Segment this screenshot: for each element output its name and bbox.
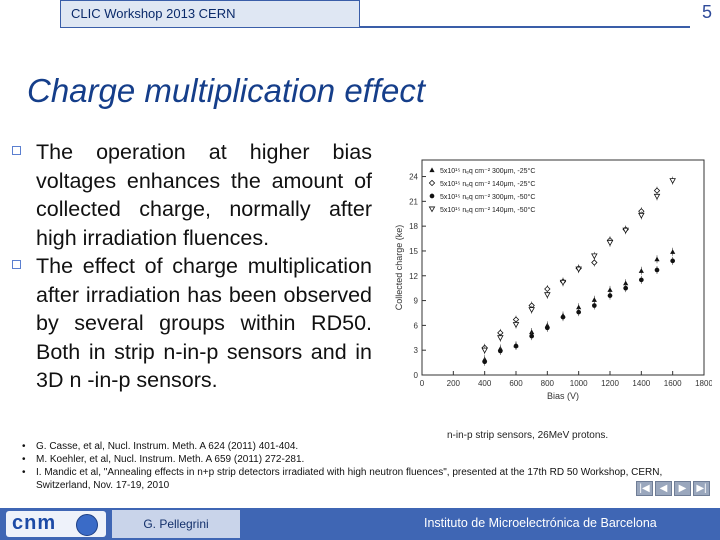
data-point (576, 304, 582, 310)
legend-label: 5x10¹⁵ nₑq cm⁻² 140μm, -25°C (440, 180, 535, 188)
first-slide-icon[interactable]: |◀ (636, 481, 653, 496)
y-tick-label: 6 (414, 321, 419, 330)
data-point (544, 325, 550, 331)
reference-item: • G. Casse, et al, Nucl. Instrum. Meth. A… (22, 441, 299, 452)
data-point (607, 287, 613, 292)
cnm-logo: cnm (6, 511, 106, 537)
bullet-square-icon (12, 260, 21, 269)
data-point (576, 309, 582, 315)
legend-label: 5x10¹⁵ nₑq cm⁻² 300μm, -25°C (440, 167, 535, 175)
data-point (638, 277, 644, 283)
bullet-item: The operation at higher bias voltages en… (12, 138, 372, 252)
data-point (623, 280, 629, 286)
bullet-text: The effect of charge multiplication afte… (36, 254, 372, 392)
legend-label: 5x10¹⁵ nₑq cm⁻² 300μm, -50°C (440, 193, 535, 201)
x-tick-label: 0 (420, 379, 425, 388)
bullet-square-icon (12, 146, 21, 155)
data-point (638, 268, 644, 273)
reference-text: G. Casse, et al, Nucl. Instrum. Meth. A … (36, 441, 299, 452)
data-point (670, 258, 676, 264)
bullet-text: The operation at higher bias voltages en… (36, 140, 372, 250)
legend-marker (429, 167, 435, 173)
y-tick-label: 0 (414, 371, 419, 380)
y-tick-label: 3 (414, 346, 419, 355)
data-point (654, 267, 660, 273)
legend-marker (429, 193, 435, 199)
chart-caption: n-in-p strip sensors, 26MeV protons. (447, 430, 609, 441)
data-point (591, 297, 597, 302)
y-tick-label: 21 (409, 197, 418, 206)
reference-list: • G. Casse, et al, Nucl. Instrum. Meth. A… (20, 440, 710, 492)
header-rule (360, 26, 690, 28)
y-axis-label: Collected charge (ke) (394, 225, 404, 311)
data-point (654, 256, 660, 262)
reference-item: • I. Mandic et al, "Annealing effects in … (22, 467, 663, 491)
plot-frame (421, 159, 705, 376)
x-tick-label: 400 (478, 379, 492, 388)
data-point (591, 303, 597, 308)
data-point (653, 193, 661, 200)
institute-name: Instituto de Microelectrónica de Barcelo… (424, 516, 657, 530)
data-point (559, 279, 567, 286)
bullet-item: The effect of charge multiplication afte… (12, 252, 372, 395)
x-tick-label: 1200 (601, 379, 619, 388)
y-tick-label: 18 (409, 222, 418, 231)
workshop-title: CLIC Workshop 2013 CERN (71, 6, 236, 21)
data-point (497, 335, 504, 342)
data-point (575, 266, 582, 273)
y-tick-label: 15 (409, 247, 418, 256)
page-number: 5 (701, 2, 712, 22)
last-slide-icon[interactable]: ▶| (693, 481, 710, 496)
x-tick-label: 1000 (570, 379, 588, 388)
presenter-name: G. Pellegrini (143, 517, 209, 531)
y-tick-label: 9 (414, 297, 419, 306)
collected-charge-chart: 0 200 400 600 800 1000 1200 1400 1600 1800 0 3 6 9 12 1… (394, 159, 712, 401)
prev-slide-icon[interactable]: ◀ (655, 481, 672, 496)
workshop-header: CLIC Workshop 2013 CERN (60, 0, 360, 28)
y-tick-label: 12 (409, 272, 418, 281)
slide-navigation: |◀ ◀ ▶ ▶| (636, 481, 710, 496)
y-tick-label: 24 (409, 173, 418, 182)
reference-text: I. Mandic et al, "Annealing effects in n… (36, 467, 663, 491)
data-point (638, 212, 645, 219)
x-axis-label: Bias (V) (547, 391, 579, 401)
slide-title: Charge multiplication effect (27, 72, 426, 109)
globe-icon (76, 514, 98, 536)
x-tick-label: 1400 (632, 379, 650, 388)
data-point (560, 314, 566, 320)
data-point (481, 347, 488, 354)
data-point (606, 240, 614, 247)
data-point (591, 259, 598, 266)
legend-marker (428, 179, 436, 187)
reference-text: M. Koehler, et al, Nucl. Instrum. Meth. … (36, 454, 305, 465)
reference-item: • M. Koehler, et al, Nucl. Instrum. Meth.… (22, 454, 305, 465)
data-point (544, 292, 551, 299)
data-point (529, 333, 535, 339)
data-point (670, 249, 676, 254)
data-point (622, 227, 629, 234)
legend-label: 5x10¹⁵ nₑq cm⁻² 140μm, -50°C (440, 206, 535, 214)
logo-text: cnm (12, 512, 57, 534)
data-point (497, 348, 503, 354)
data-point (482, 359, 488, 365)
x-tick-label: 200 (447, 379, 461, 388)
legend-marker (428, 206, 436, 213)
data-point (591, 253, 598, 260)
data-point (529, 329, 535, 335)
footer-bar: cnm G. Pellegrini Instituto de Microelec… (0, 508, 720, 540)
data-point (669, 178, 676, 185)
bullet-list: The operation at higher bias voltages en… (12, 138, 372, 395)
x-tick-label: 1800 (695, 379, 712, 388)
data-point (513, 343, 519, 349)
x-tick-label: 1600 (664, 379, 682, 388)
presenter-box: G. Pellegrini (112, 510, 240, 538)
x-tick-label: 600 (509, 379, 523, 388)
data-point (607, 293, 613, 298)
x-tick-label: 800 (541, 379, 555, 388)
data-point (512, 322, 520, 328)
data-point (528, 307, 535, 314)
data-point (623, 285, 629, 291)
next-slide-icon[interactable]: ▶ (674, 481, 691, 496)
